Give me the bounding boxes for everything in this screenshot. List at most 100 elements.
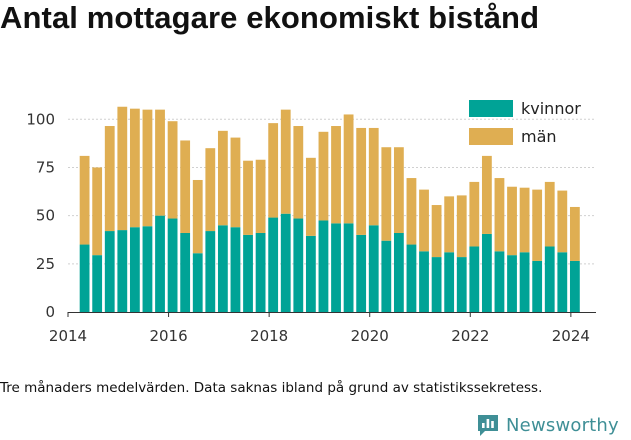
bar-man [155,109,165,216]
bar-man [331,126,341,224]
footnote: Tre månaders medelvärden. Data saknas ib… [0,380,543,396]
bar-man [230,137,241,228]
bar-kvinnor [280,213,291,312]
bar-man [180,140,191,233]
bar-man [456,195,467,258]
bar-man [469,181,480,247]
bars [79,106,580,312]
bar-kvinnor [368,225,379,312]
bar-chart-logo-icon [478,415,498,436]
bar-kvinnor [481,233,492,312]
bar-kvinnor [192,253,203,312]
bar-man [205,148,216,232]
bar-man [129,108,140,228]
bar-kvinnor [406,244,417,312]
bar-kvinnor [557,252,568,312]
chart-title: Antal mottagare ekonomiskt bistånd [0,0,540,35]
bar-kvinnor [469,246,480,312]
legend-swatch [469,100,513,117]
bar-man [507,186,517,256]
bar-man [569,206,580,261]
bar-kvinnor [230,227,241,312]
legend-label: män [521,127,557,146]
bar-kvinnor [519,252,530,312]
newsworthy-brand[interactable]: Newsworthy [476,410,619,440]
bar-man [167,121,178,219]
bar-man [280,109,291,214]
bar-man [494,178,505,252]
bar-kvinnor [381,240,392,312]
bar-man [268,123,279,218]
bar-kvinnor [79,244,90,312]
bar-man [104,126,115,232]
x-tick-label: 2014 [49,327,87,345]
bar-kvinnor [419,251,429,312]
bar-kvinnor [167,218,178,312]
bar-kvinnor [129,227,140,312]
bar-kvinnor [569,260,580,312]
bar-man [406,178,417,245]
bar-kvinnor [331,223,341,312]
bar-man [217,130,228,226]
bar-man [393,147,404,233]
bar-man [305,157,316,236]
bar-man [293,126,304,219]
brand-name: Newsworthy [506,414,619,436]
bar-man [356,127,367,235]
y-tick-label: 75 [36,158,55,176]
bar-kvinnor [393,232,404,312]
legend-swatch [469,128,513,145]
bar-man [142,109,153,227]
bar-kvinnor [305,235,316,312]
bar-man [431,205,442,258]
axes: 0 25 50 75 100 2014 2016 2018 2020 2022 2024 [26,110,596,345]
bar-man [444,196,455,253]
bar-man [481,155,492,234]
bar-man [519,187,530,253]
bar-kvinnor [343,223,354,312]
x-tick-label: 2018 [250,327,288,345]
bar-kvinnor [104,231,115,312]
bar-man [192,179,203,254]
bar-kvinnor [117,230,128,312]
bar-kvinnor [431,257,442,312]
bar-kvinnor [444,252,455,312]
bar-man [318,131,329,221]
x-tick-label: 2016 [149,327,187,345]
bar-man [343,114,354,224]
bar-kvinnor [356,234,367,312]
bar-kvinnor [255,232,266,312]
bar-man [557,190,568,253]
bar-kvinnor [180,232,191,312]
bar-man [544,181,555,247]
bar-kvinnor [205,231,216,312]
bar-man [243,160,253,235]
bar-kvinnor [142,226,153,312]
bar-man [117,106,128,231]
bar-man [419,189,429,252]
bar-man [368,127,379,226]
bar-kvinnor [544,246,555,312]
bar-man [79,155,90,245]
bar-man [381,147,392,241]
y-tick-label: 0 [45,303,55,321]
bar-kvinnor [494,251,505,312]
x-tick-label: 2022 [451,327,489,345]
legend: kvinnor män [469,99,581,146]
bar-kvinnor [293,218,304,312]
bar-kvinnor [507,255,517,312]
bar-kvinnor [456,257,467,312]
bar-man [532,189,543,261]
bar-kvinnor [268,217,279,312]
bar-kvinnor [217,225,228,312]
stacked-bar-chart: 0 25 50 75 100 2014 2016 2018 2020 2022 2024 kvinn… [26,99,596,345]
bar-man [92,167,103,256]
bar-kvinnor [92,255,103,312]
x-tick-label: 2024 [552,327,590,345]
y-tick-label: 25 [36,255,55,273]
y-tick-label: 100 [26,110,55,128]
bar-kvinnor [243,234,253,312]
bar-kvinnor [532,260,543,312]
y-tick-label: 50 [36,207,55,225]
legend-label: kvinnor [521,99,581,118]
